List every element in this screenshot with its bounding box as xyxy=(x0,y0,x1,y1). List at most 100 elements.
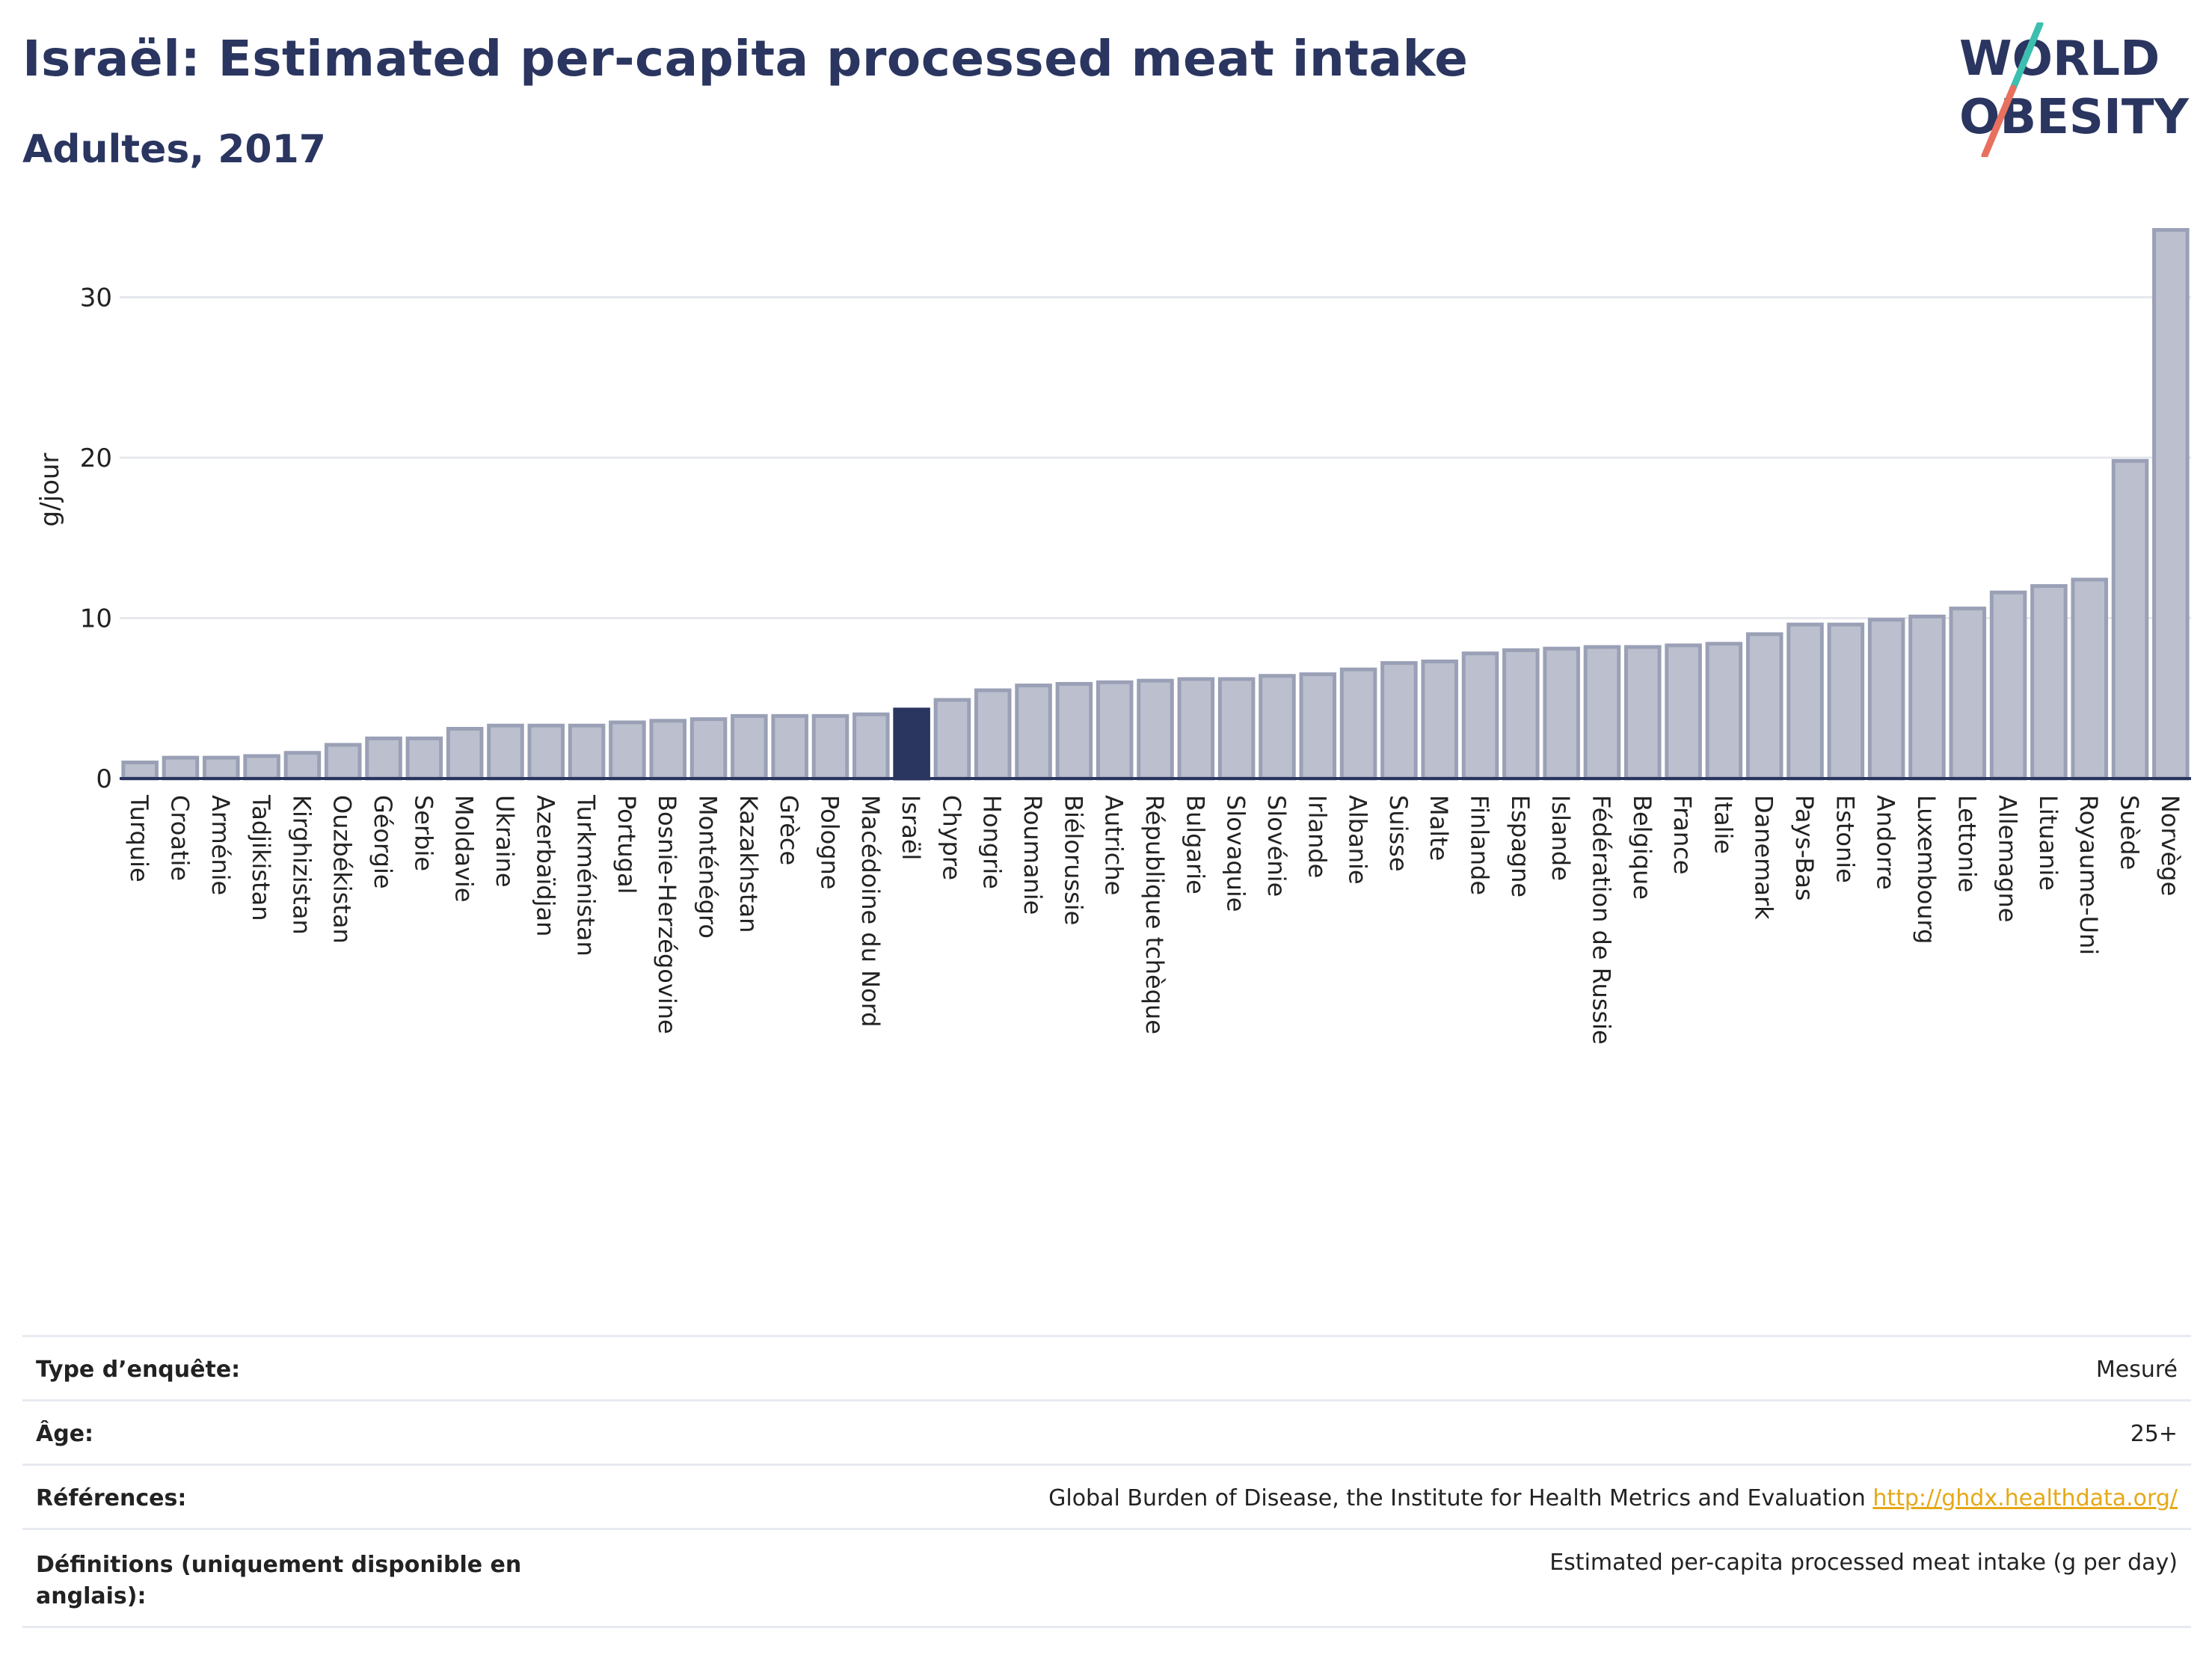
bar xyxy=(162,755,200,781)
info-value: Mesuré xyxy=(2095,1357,2178,1383)
x-tick-label: Biélorussie xyxy=(1059,795,1087,925)
y-tick-label: 0 xyxy=(96,764,112,794)
x-tick-label: Danemark xyxy=(1750,795,1778,920)
bar xyxy=(1137,678,1174,781)
bar xyxy=(1949,607,1987,781)
bar xyxy=(487,723,524,781)
x-tick-label: Tadjikistan xyxy=(247,794,275,921)
x-tick-label: France xyxy=(1668,795,1697,874)
chart-subtitle: Adultes, 2017 xyxy=(22,127,326,172)
x-tick-label: Kirghizistan xyxy=(287,795,316,935)
chart-title: Israël: Estimated per-capita processed m… xyxy=(22,30,1469,87)
bar xyxy=(609,720,646,781)
x-tick-label: Finlande xyxy=(1466,795,1494,895)
x-tick-label: Turquie xyxy=(125,794,153,882)
x-tick-label: Portugal xyxy=(612,795,641,894)
x-tick-label: Andorre xyxy=(1872,795,1900,890)
bar xyxy=(2111,458,2149,781)
bar xyxy=(1827,622,1865,781)
x-tick-label: Malte xyxy=(1425,795,1453,861)
bar xyxy=(1421,659,1458,781)
bar xyxy=(2030,584,2068,781)
bar xyxy=(1705,642,1743,781)
info-value: 25+ xyxy=(2130,1421,2178,1447)
info-label: Âge: xyxy=(36,1421,94,1447)
y-axis-label: g/jour xyxy=(35,453,65,527)
bar xyxy=(689,717,728,781)
bar xyxy=(2071,577,2108,781)
x-tick-label: Islande xyxy=(1546,795,1575,881)
info-row: Type d’enquête: Mesuré xyxy=(22,1335,2191,1399)
bar xyxy=(1583,645,1621,781)
bar xyxy=(933,698,971,781)
logo-slash-teal xyxy=(2009,22,2044,92)
x-tick-label: Norvège xyxy=(2156,795,2184,896)
bar xyxy=(811,713,850,781)
x-tick-label: Monténégro xyxy=(694,795,722,939)
bar xyxy=(1745,632,1784,781)
bar xyxy=(1908,614,1946,781)
bar xyxy=(2152,227,2190,781)
x-tick-label: Italie xyxy=(1709,795,1737,854)
bar xyxy=(1339,667,1377,781)
x-tick-label: Estonie xyxy=(1831,795,1859,883)
x-tick-label: Irlande xyxy=(1303,795,1331,878)
x-tick-label: Arménie xyxy=(206,795,235,895)
bar xyxy=(121,761,159,781)
y-tick-label: 20 xyxy=(80,443,112,473)
bar xyxy=(1299,672,1337,781)
x-tick-label: Serbie xyxy=(409,795,437,871)
x-tick-label: Lettonie xyxy=(1953,795,1981,892)
info-value: Estimated per-capita processed meat inta… xyxy=(1549,1550,2178,1576)
bar xyxy=(1259,674,1296,781)
x-tick-label: Azerbaïdjan xyxy=(531,795,559,936)
bar xyxy=(1543,646,1580,781)
x-tick-label: Roumanie xyxy=(1019,795,1047,915)
bar xyxy=(1623,645,1662,781)
reference-link[interactable]: http://ghdx.healthdata.org/ xyxy=(1872,1485,2178,1511)
x-tick-label: Moldavie xyxy=(450,795,479,903)
bar xyxy=(1665,643,1702,781)
x-tick-label: Ukraine xyxy=(491,795,519,888)
x-tick-label: Fédération de Russie xyxy=(1587,795,1615,1045)
x-tick-label: Slovénie xyxy=(1262,795,1291,897)
x-tick-label: Bosnie-Herzégovine xyxy=(653,795,681,1034)
world-obesity-logo: WORLD OBESITY xyxy=(1959,22,2189,157)
x-tick-label: Israël xyxy=(897,795,925,860)
bar xyxy=(283,751,322,781)
x-tick-label: Croatie xyxy=(165,795,194,881)
bar xyxy=(365,736,402,781)
info-label: Type d’enquête: xyxy=(36,1357,241,1383)
x-tick-label: Slovaquie xyxy=(1222,795,1250,912)
x-tick-label: Chypre xyxy=(937,795,965,880)
bar-highlight xyxy=(893,707,930,781)
bar xyxy=(1461,651,1499,781)
logo-slash-coral xyxy=(1981,85,2017,157)
x-tick-label: Ouzbékistan xyxy=(328,795,357,944)
x-tick-label: Kazakhstan xyxy=(734,795,763,933)
x-tick-label: Espagne xyxy=(1506,795,1534,897)
bar xyxy=(771,713,808,781)
bar xyxy=(1380,661,1418,781)
x-tick-label: Allemagne xyxy=(1994,795,2022,922)
bar xyxy=(405,736,443,781)
info-label: Références: xyxy=(36,1485,187,1511)
y-tick-label: 30 xyxy=(80,283,112,313)
bar xyxy=(852,712,890,781)
x-tick-label: République tchèque xyxy=(1140,795,1169,1034)
x-tick-label: Géorgie xyxy=(369,795,397,889)
x-tick-label: Macédoine du Nord xyxy=(856,795,885,1028)
bar xyxy=(1989,590,2027,781)
y-tick-label: 10 xyxy=(80,604,112,634)
bar-chart: 0 10 20 30 g/jour Turquie Croatie Arménie Tadj… xyxy=(35,227,2191,1045)
bar xyxy=(1787,622,1824,781)
grid-lines xyxy=(120,296,2191,620)
bar xyxy=(1177,677,1215,781)
bar xyxy=(1015,684,1052,781)
info-label: Définitions (uniquement disponible en an… xyxy=(36,1552,522,1609)
bar xyxy=(1502,648,1540,781)
x-tick-label: Lituanie xyxy=(2034,795,2062,891)
y-axis-ticks: 0 10 20 30 xyxy=(80,283,112,794)
info-row: Définitions (uniquement disponible en an… xyxy=(22,1528,2191,1628)
bar xyxy=(974,688,1012,781)
